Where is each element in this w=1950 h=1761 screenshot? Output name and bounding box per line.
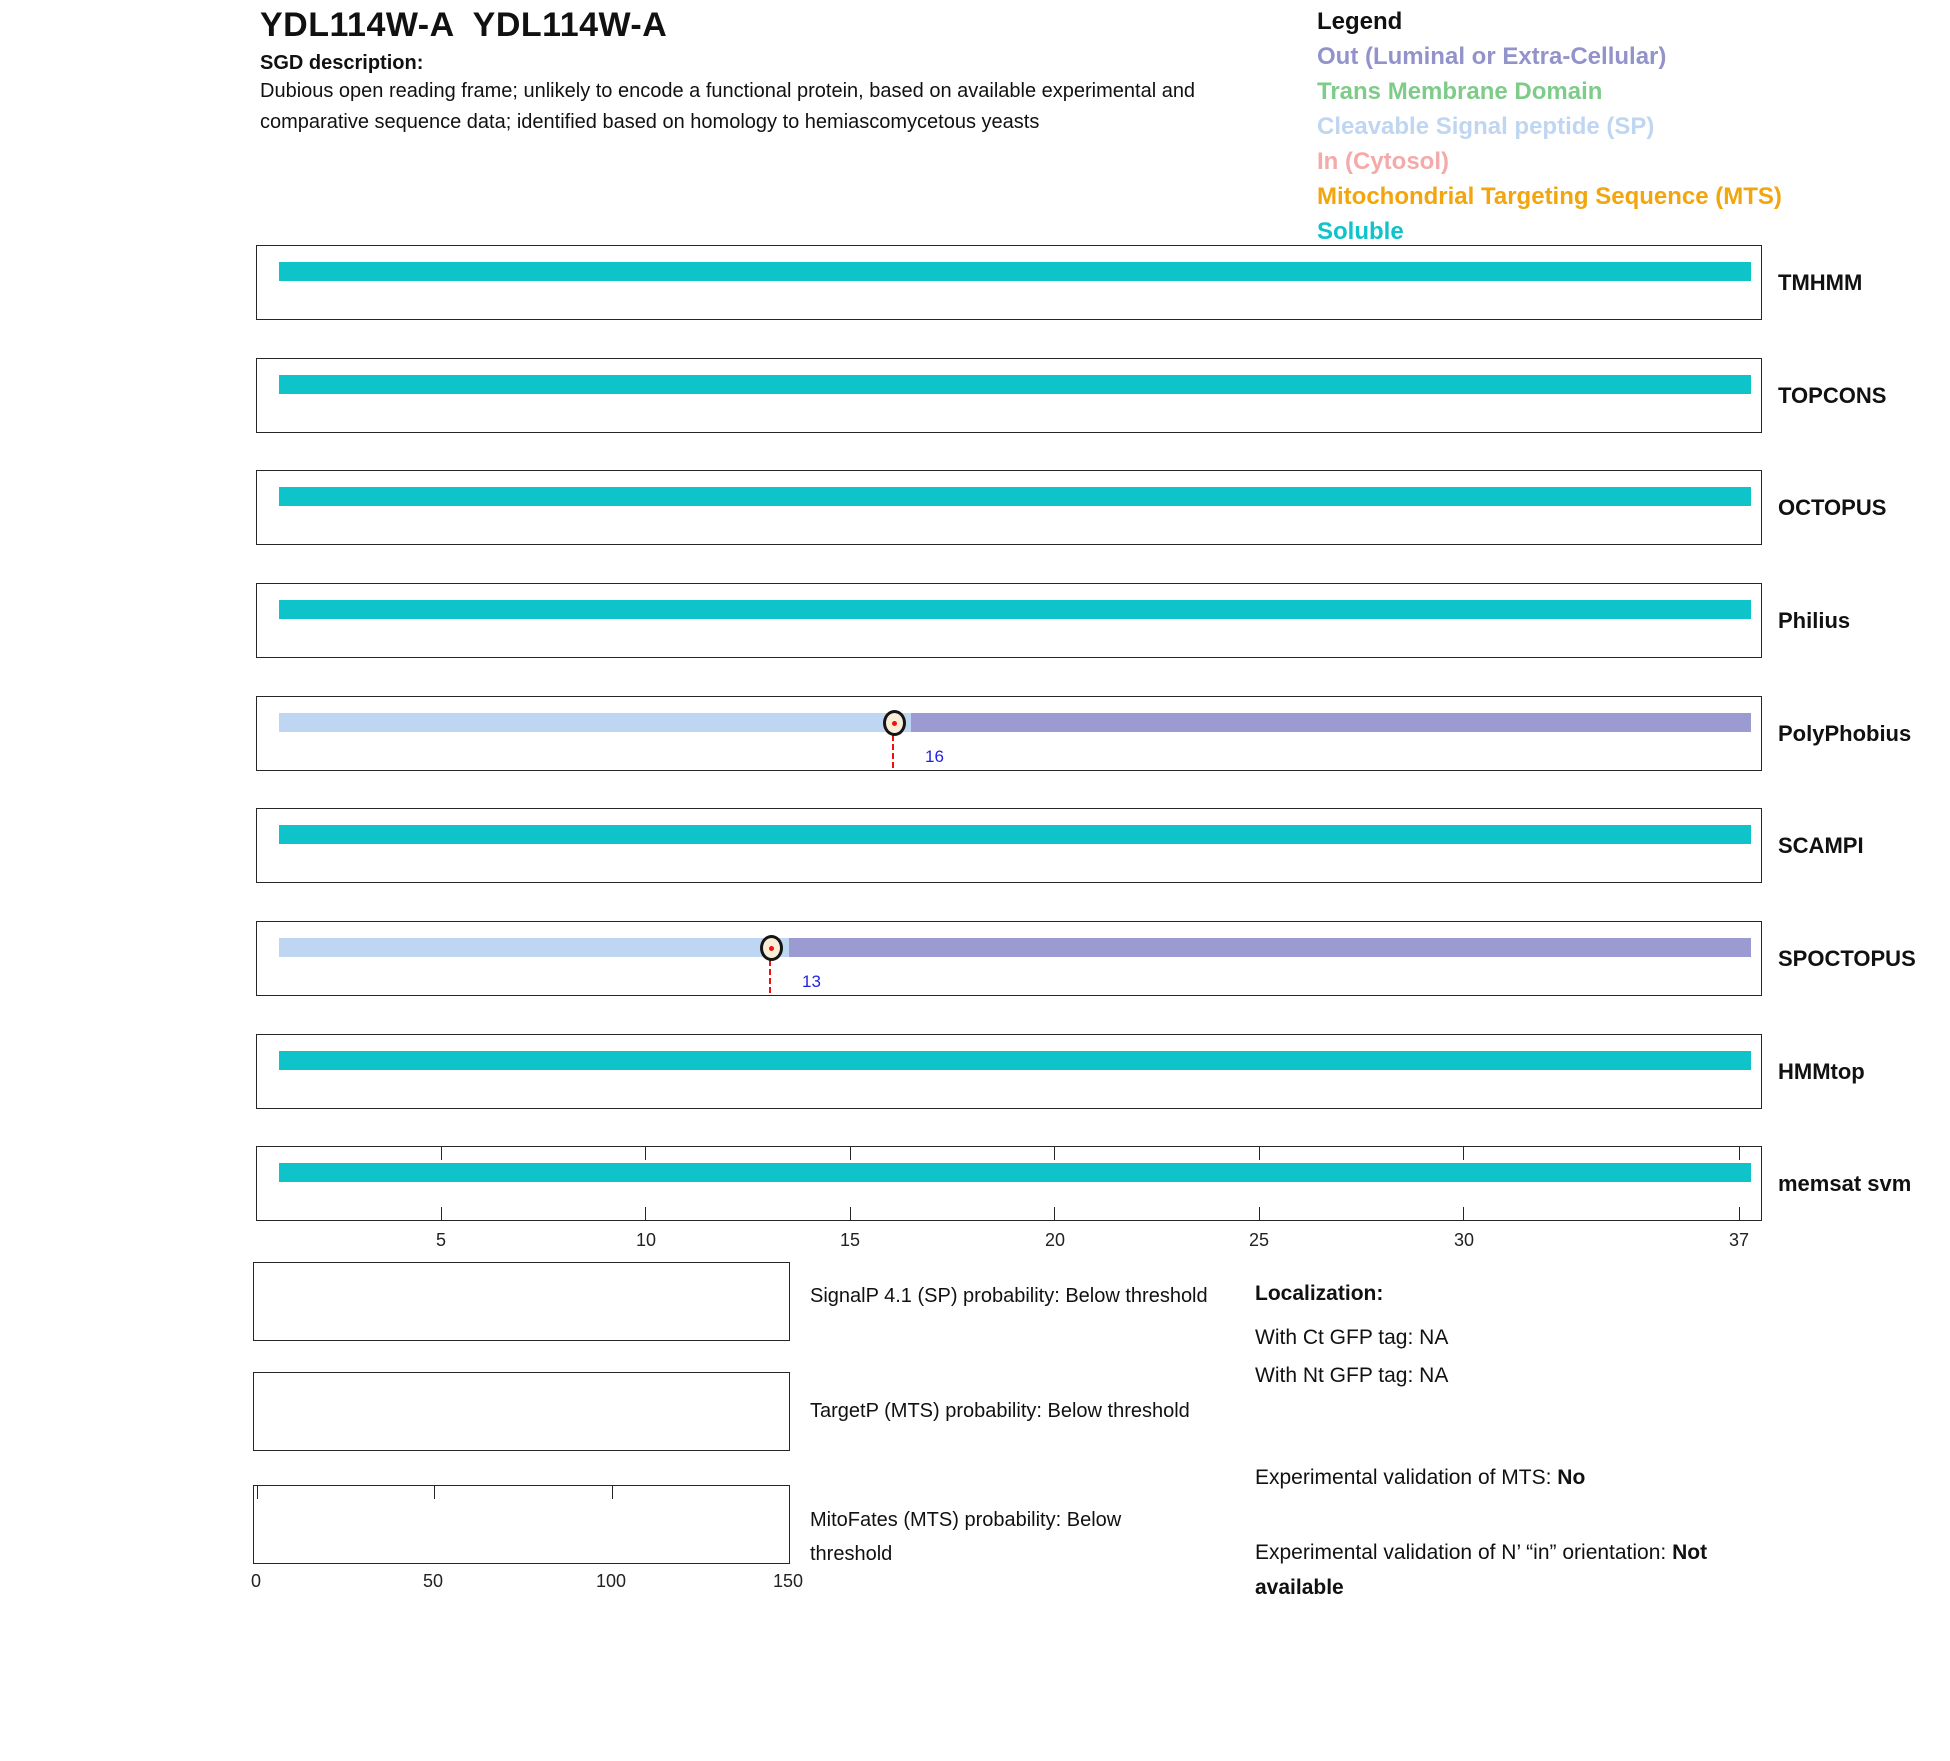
sequence-axis-label: 15 <box>839 1230 861 1250</box>
axis-tick <box>1463 1207 1464 1220</box>
axis-tick <box>441 1207 442 1220</box>
cleavage-site-number: 13 <box>802 972 821 991</box>
signal-peptide-segment <box>279 713 911 732</box>
legend-item-mts: Mitochondrial Targeting Sequence (MTS) <box>1317 183 1782 210</box>
legend-item-transmembrane: Trans Membrane Domain <box>1317 78 1603 105</box>
track-plot-topcons <box>256 358 1762 433</box>
track-label-hmmtop: HMMtop <box>1778 1058 1865 1084</box>
probability-axis-label: 50 <box>422 1571 444 1591</box>
sequence-axis-label: 25 <box>1248 1230 1270 1250</box>
legend-item-in-cytosol: In (Cytosol) <box>1317 148 1449 175</box>
track-plot-hmmtop <box>256 1034 1762 1109</box>
orientation-validation-text: Experimental validation of N’ “in” orien… <box>1255 1541 1673 1564</box>
axis-tick <box>441 1147 442 1160</box>
track-plot-polyphobius: 16 <box>256 696 1762 771</box>
axis-tick <box>1259 1207 1260 1220</box>
targetp-plot <box>253 1372 790 1451</box>
track-label-spoctopus: SPOCTOPUS <box>1778 945 1916 971</box>
axis-tick <box>1054 1147 1055 1160</box>
soluble-bar <box>279 825 1751 844</box>
track-label-philius: Philius <box>1778 607 1851 633</box>
probability-axis-label: 0 <box>250 1571 261 1591</box>
track-plot-tmhmm <box>256 245 1762 320</box>
localization-heading: Localization: <box>1255 1282 1384 1305</box>
legend-item-signal-peptide: Cleavable Signal peptide (SP) <box>1317 113 1655 140</box>
track-label-polyphobius: PolyPhobius <box>1778 720 1912 746</box>
legend-heading: Legend <box>1317 8 1403 35</box>
sequence-axis-label: 10 <box>635 1230 657 1250</box>
soluble-bar <box>279 487 1751 506</box>
track-label-scampi: SCAMPI <box>1778 832 1864 858</box>
signalp-label: SignalP 4.1 (SP) probability: Below thre… <box>810 1285 1208 1307</box>
cleavage-site-number: 16 <box>925 747 944 766</box>
axis-tick <box>612 1486 613 1499</box>
track-plot-scampi <box>256 808 1762 883</box>
axis-tick <box>434 1486 435 1499</box>
axis-tick <box>645 1207 646 1220</box>
axis-tick <box>257 1486 258 1499</box>
signalp-plot <box>253 1262 790 1341</box>
marker-dot <box>769 945 774 951</box>
soluble-bar <box>279 1051 1751 1070</box>
legend-item-out: Out (Luminal or Extra-Cellular) <box>1317 43 1667 70</box>
track-plot-spoctopus: 13 <box>256 921 1762 996</box>
soluble-bar <box>279 262 1751 281</box>
sgd-description-text: Dubious open reading frame; unlikely to … <box>260 80 1196 133</box>
axis-tick <box>1739 1207 1740 1220</box>
mts-validation-text: Experimental validation of MTS: <box>1255 1466 1558 1489</box>
mts-validation-line: Experimental validation of MTS: No <box>1255 1466 1585 1490</box>
soluble-bar <box>279 1163 1751 1182</box>
out-segment <box>789 938 1751 957</box>
sequence-axis-label: 20 <box>1044 1230 1066 1250</box>
sequence-axis-label: 5 <box>435 1230 446 1250</box>
track-plot-octopus <box>256 470 1762 545</box>
mitofates-label: MitoFates (MTS) probability: Below thres… <box>810 1509 1122 1565</box>
axis-tick <box>1463 1147 1464 1160</box>
cleavage-site-line <box>769 960 771 993</box>
page-title: YDL114W-A YDL114W-A <box>260 6 668 44</box>
orientation-validation-value: Not available <box>1255 1541 1708 1599</box>
cleavage-site-line <box>892 735 894 768</box>
soluble-bar <box>279 375 1751 394</box>
sequence-axis-label: 30 <box>1453 1230 1475 1250</box>
probability-axis-label: 100 <box>595 1571 627 1591</box>
axis-tick <box>850 1147 851 1160</box>
orientation-validation-line: Experimental validation of N’ “in” orien… <box>1255 1535 1785 1605</box>
legend-item-soluble: Soluble <box>1317 218 1404 245</box>
axis-tick <box>645 1147 646 1160</box>
nt-gfp-tag-value: With Nt GFP tag: NA <box>1255 1364 1449 1387</box>
ct-gfp-tag-value: With Ct GFP tag: NA <box>1255 1326 1449 1349</box>
track-plot-memsat-svm <box>256 1146 1762 1221</box>
legend: Legend Out (Luminal or Extra-Cellular) T… <box>1317 4 1782 249</box>
axis-tick <box>1054 1207 1055 1220</box>
soluble-bar <box>279 600 1751 619</box>
track-label-memsat-svm: memsat svm <box>1778 1170 1912 1196</box>
mitofates-plot <box>253 1485 790 1564</box>
probability-axis-label: 150 <box>772 1571 804 1591</box>
track-plot-philius <box>256 583 1762 658</box>
signal-peptide-segment <box>279 938 789 957</box>
track-label-octopus: OCTOPUS <box>1778 494 1887 520</box>
targetp-label: TargetP (MTS) probability: Below thresho… <box>810 1400 1190 1422</box>
sgd-description-heading: SGD description: <box>260 52 424 74</box>
track-label-topcons: TOPCONS <box>1778 382 1887 408</box>
cleavage-site-marker <box>883 710 906 736</box>
track-label-tmhmm: TMHMM <box>1778 269 1863 295</box>
axis-tick <box>1259 1147 1260 1160</box>
mts-validation-value: No <box>1557 1466 1586 1489</box>
axis-tick <box>1739 1147 1740 1160</box>
out-segment <box>911 713 1751 732</box>
axis-tick <box>850 1207 851 1220</box>
sequence-axis-label: 37 <box>1728 1230 1750 1250</box>
cleavage-site-marker <box>760 935 783 961</box>
marker-dot <box>892 720 897 726</box>
